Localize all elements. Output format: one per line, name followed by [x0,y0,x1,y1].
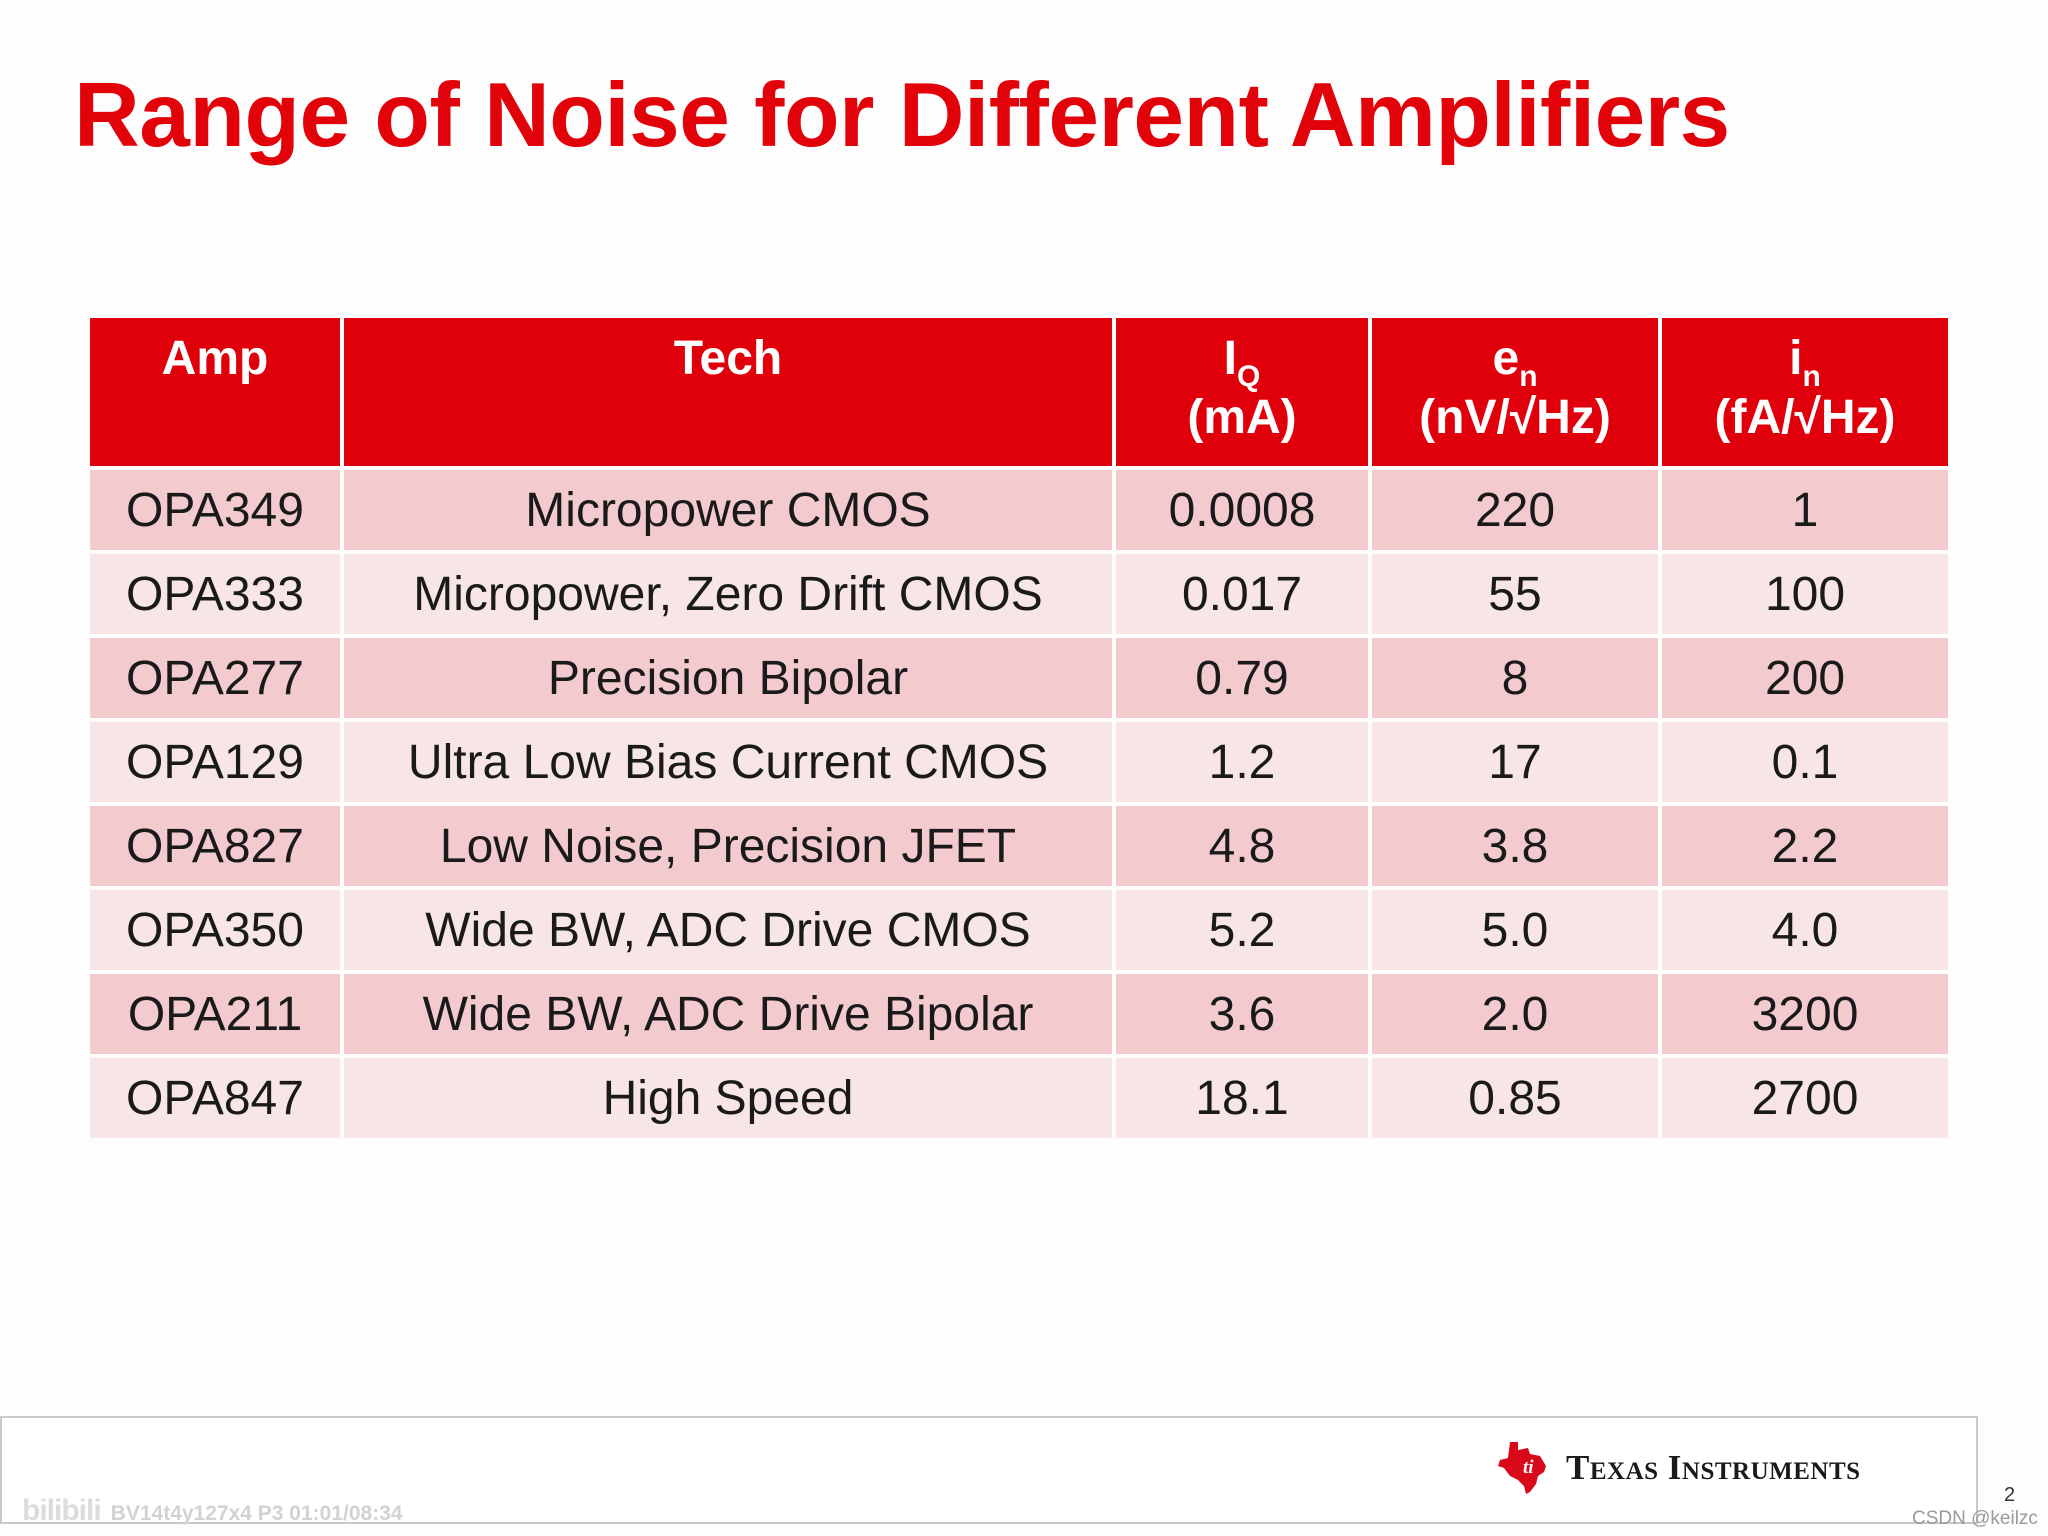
cell-en: 55 [1372,554,1658,634]
cell-tech: Wide BW, ADC Drive Bipolar [344,974,1112,1054]
cell-en: 220 [1372,470,1658,550]
cell-in: 100 [1662,554,1948,634]
cell-en: 17 [1372,722,1658,802]
cell-iq: 0.0008 [1116,470,1368,550]
cell-amp: OPA827 [90,806,340,886]
header-iq-sub: Q [1237,360,1261,393]
table-row: OPA211 Wide BW, ADC Drive Bipolar 3.6 2.… [90,974,1948,1054]
cell-iq: 1.2 [1116,722,1368,802]
table-row: OPA350 Wide BW, ADC Drive CMOS 5.2 5.0 4… [90,890,1948,970]
header-iq-unit: (mA) [1187,390,1297,444]
cell-tech: Precision Bipolar [344,638,1112,718]
cell-en: 0.85 [1372,1058,1658,1138]
header-in-symbol: i [1789,332,1803,385]
table-row: OPA827 Low Noise, Precision JFET 4.8 3.8… [90,806,1948,886]
slide-title: Range of Noise for Different Amplifiers [74,65,1730,166]
header-en: en (nV/√Hz) [1372,318,1658,466]
cell-en: 3.8 [1372,806,1658,886]
cell-amp: OPA211 [90,974,340,1054]
cell-tech: Low Noise, Precision JFET [344,806,1112,886]
video-watermark: bilibili BV14t4y127x4 P3 01:01/08:34 [22,1494,403,1528]
cell-iq: 3.6 [1116,974,1368,1054]
cell-amp: OPA349 [90,470,340,550]
cell-amp: OPA847 [90,1058,340,1138]
header-en-unit: (nV/√Hz) [1419,390,1611,444]
slide-footer-bar [0,1416,1978,1524]
header-iq: IQ (mA) [1116,318,1368,466]
cell-in: 200 [1662,638,1948,718]
amplifier-noise-table: Amp Tech IQ (mA) en (nV/√Hz) in (fA/√Hz)… [86,314,1952,1142]
cell-en: 2.0 [1372,974,1658,1054]
header-in-sub: n [1802,360,1821,393]
ti-logo-text: Texas Instruments [1566,1448,1861,1487]
table-row: OPA349 Micropower CMOS 0.0008 220 1 [90,470,1948,550]
texas-instruments-logo: ti Texas Instruments [1496,1440,1861,1496]
cell-iq: 0.017 [1116,554,1368,634]
table-row: OPA847 High Speed 18.1 0.85 2700 [90,1058,1948,1138]
header-in-unit: (fA/√Hz) [1714,390,1896,444]
cell-tech: Micropower, Zero Drift CMOS [344,554,1112,634]
cell-amp: OPA129 [90,722,340,802]
cell-tech: Micropower CMOS [344,470,1112,550]
header-en-symbol: e [1492,332,1520,385]
header-tech: Tech [344,318,1112,466]
cell-amp: OPA333 [90,554,340,634]
cell-in: 2.2 [1662,806,1948,886]
page-number: 2 [2004,1484,2016,1506]
cell-in: 1 [1662,470,1948,550]
svg-text:ti: ti [1523,1457,1534,1478]
cell-amp: OPA277 [90,638,340,718]
table-row: OPA277 Precision Bipolar 0.79 8 200 [90,638,1948,718]
ti-state-logo-icon: ti [1498,1442,1546,1494]
table-row: OPA129 Ultra Low Bias Current CMOS 1.2 1… [90,722,1948,802]
cell-iq: 5.2 [1116,890,1368,970]
cell-amp: OPA350 [90,890,340,970]
cell-in: 4.0 [1662,890,1948,970]
cell-in: 2700 [1662,1058,1948,1138]
cell-en: 8 [1372,638,1658,718]
header-amp: Amp [90,318,340,466]
bilibili-logo-icon: bilibili [22,1494,102,1527]
cell-in: 0.1 [1662,722,1948,802]
table-row: OPA333 Micropower, Zero Drift CMOS 0.017… [90,554,1948,634]
cell-tech: High Speed [344,1058,1112,1138]
header-en-sub: n [1519,360,1538,393]
cell-tech: Wide BW, ADC Drive CMOS [344,890,1112,970]
cell-iq: 4.8 [1116,806,1368,886]
header-in: in (fA/√Hz) [1662,318,1948,466]
cell-iq: 18.1 [1116,1058,1368,1138]
cell-in: 3200 [1662,974,1948,1054]
cell-en: 5.0 [1372,890,1658,970]
cell-tech: Ultra Low Bias Current CMOS [344,722,1112,802]
cell-iq: 0.79 [1116,638,1368,718]
watermark-text: BV14t4y127x4 P3 01:01/08:34 [110,1502,403,1525]
csdn-credit: CSDN @keilzc [1912,1508,2038,1529]
table-header-row: Amp Tech IQ (mA) en (nV/√Hz) in (fA/√Hz) [90,318,1948,466]
header-iq-symbol: I [1223,332,1237,385]
